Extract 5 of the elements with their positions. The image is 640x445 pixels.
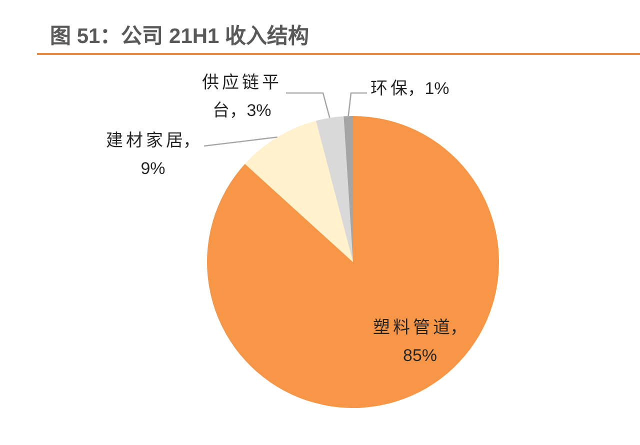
data-label: 塑料管道，85% xyxy=(373,318,467,365)
title: 图 51：公司 21H1 收入结构 xyxy=(50,25,310,48)
data-label: 供应链平台，3% xyxy=(202,72,282,120)
data-label: 建材家居，9% xyxy=(106,130,200,178)
data-label: 环保，1% xyxy=(370,78,450,98)
